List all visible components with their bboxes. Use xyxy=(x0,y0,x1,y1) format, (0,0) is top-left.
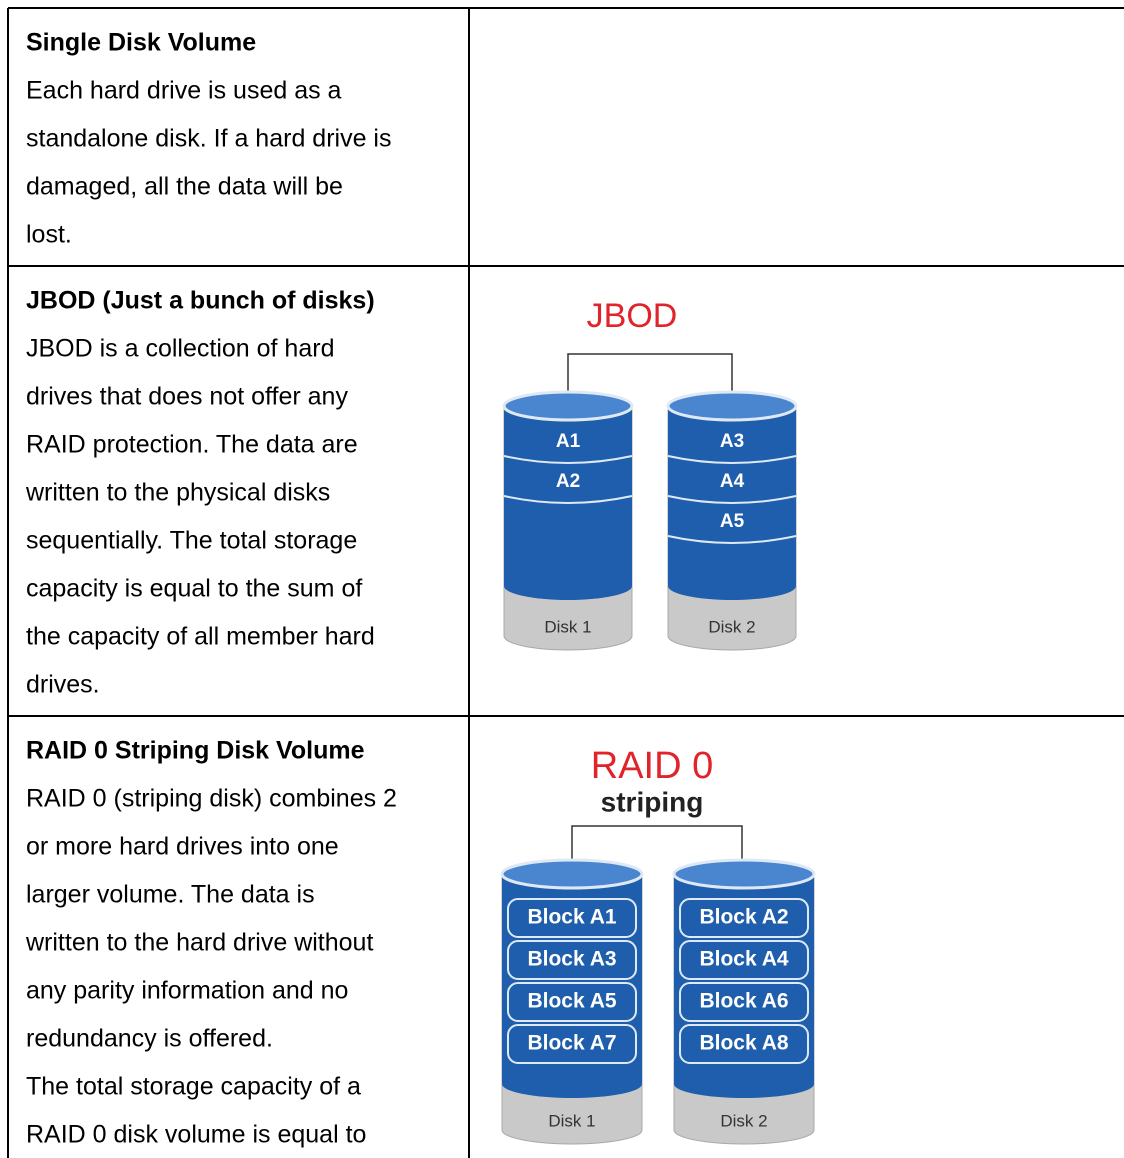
block xyxy=(679,982,809,1022)
block xyxy=(507,898,637,938)
block-label: Block A2 xyxy=(699,906,788,929)
block xyxy=(507,1024,637,1064)
diagram-title: RAID 0 xyxy=(591,745,713,787)
diagram-subtitle: striping xyxy=(601,786,704,817)
disk-label: Disk 2 xyxy=(720,1111,767,1130)
disk-label: Disk 2 xyxy=(708,617,755,636)
disk-label: Disk 1 xyxy=(548,1111,595,1130)
disk-top xyxy=(672,858,816,890)
block xyxy=(507,940,637,980)
row-text: larger volume. The data is xyxy=(26,881,315,909)
block xyxy=(679,1024,809,1064)
block-label: A3 xyxy=(720,431,744,452)
row-text: standalone disk. If a hard drive is xyxy=(26,125,391,153)
block-divider xyxy=(667,535,797,544)
block-divider xyxy=(667,495,797,504)
block xyxy=(679,940,809,980)
block xyxy=(679,898,809,938)
diagram: JBOD A1 A2 Disk 1 A3 A4 A5 Disk 2 xyxy=(502,297,798,651)
block-divider xyxy=(503,455,633,464)
row-text: drives that does not offer any xyxy=(26,383,348,411)
disk-label: Disk 1 xyxy=(544,617,591,636)
row-text: drives. xyxy=(26,671,100,699)
block-divider xyxy=(667,455,797,464)
row-text: damaged, all the data will be xyxy=(26,173,343,201)
block-label: Block A3 xyxy=(527,948,616,971)
row-text: RAID 0 (striping disk) combines 2 xyxy=(26,785,397,813)
connector xyxy=(567,353,733,414)
diagram-title: JBOD xyxy=(587,297,678,335)
row-text: or more hard drives into one xyxy=(26,833,339,861)
row-text: RAID 0 disk volume is equal to xyxy=(26,1121,366,1149)
disk-top xyxy=(500,858,644,890)
row-title: Single Disk Volume xyxy=(26,29,256,57)
block-label: A5 xyxy=(720,511,745,532)
row-text: any parity information and no xyxy=(26,977,348,1005)
block-label: A2 xyxy=(556,471,580,492)
row-text: capacity is equal to the sum of xyxy=(26,575,362,603)
block-label: Block A4 xyxy=(699,948,788,971)
block xyxy=(507,982,637,1022)
block-divider xyxy=(503,495,633,504)
row-text: lost. xyxy=(26,221,72,249)
row-text: redundancy is offered. xyxy=(26,1025,273,1053)
row-text: written to the hard drive without xyxy=(25,929,373,957)
block-label: Block A8 xyxy=(699,1032,788,1055)
block-label: Block A7 xyxy=(527,1032,616,1055)
connector xyxy=(571,825,743,876)
block-label: A1 xyxy=(556,431,581,452)
block-label: A4 xyxy=(720,471,745,492)
disk-top xyxy=(502,390,634,422)
row-text: JBOD is a collection of hard xyxy=(26,335,334,363)
row-text: the capacity of all member hard xyxy=(26,623,375,651)
row-text: The total storage capacity of a xyxy=(26,1073,361,1101)
disk-top xyxy=(666,390,798,422)
row-title: RAID 0 Striping Disk Volume xyxy=(26,737,365,765)
row-title: JBOD (Just a bunch of disks) xyxy=(26,287,375,315)
row-text: RAID protection. The data are xyxy=(26,431,358,459)
block-label: Block A6 xyxy=(699,990,788,1013)
row-text: written to the physical disks xyxy=(25,479,330,507)
row-text: Each hard drive is used as a xyxy=(26,77,342,105)
block-label: Block A1 xyxy=(527,906,616,929)
block-label: Block A5 xyxy=(527,990,616,1013)
row-text: sequentially. The total storage xyxy=(26,527,357,555)
